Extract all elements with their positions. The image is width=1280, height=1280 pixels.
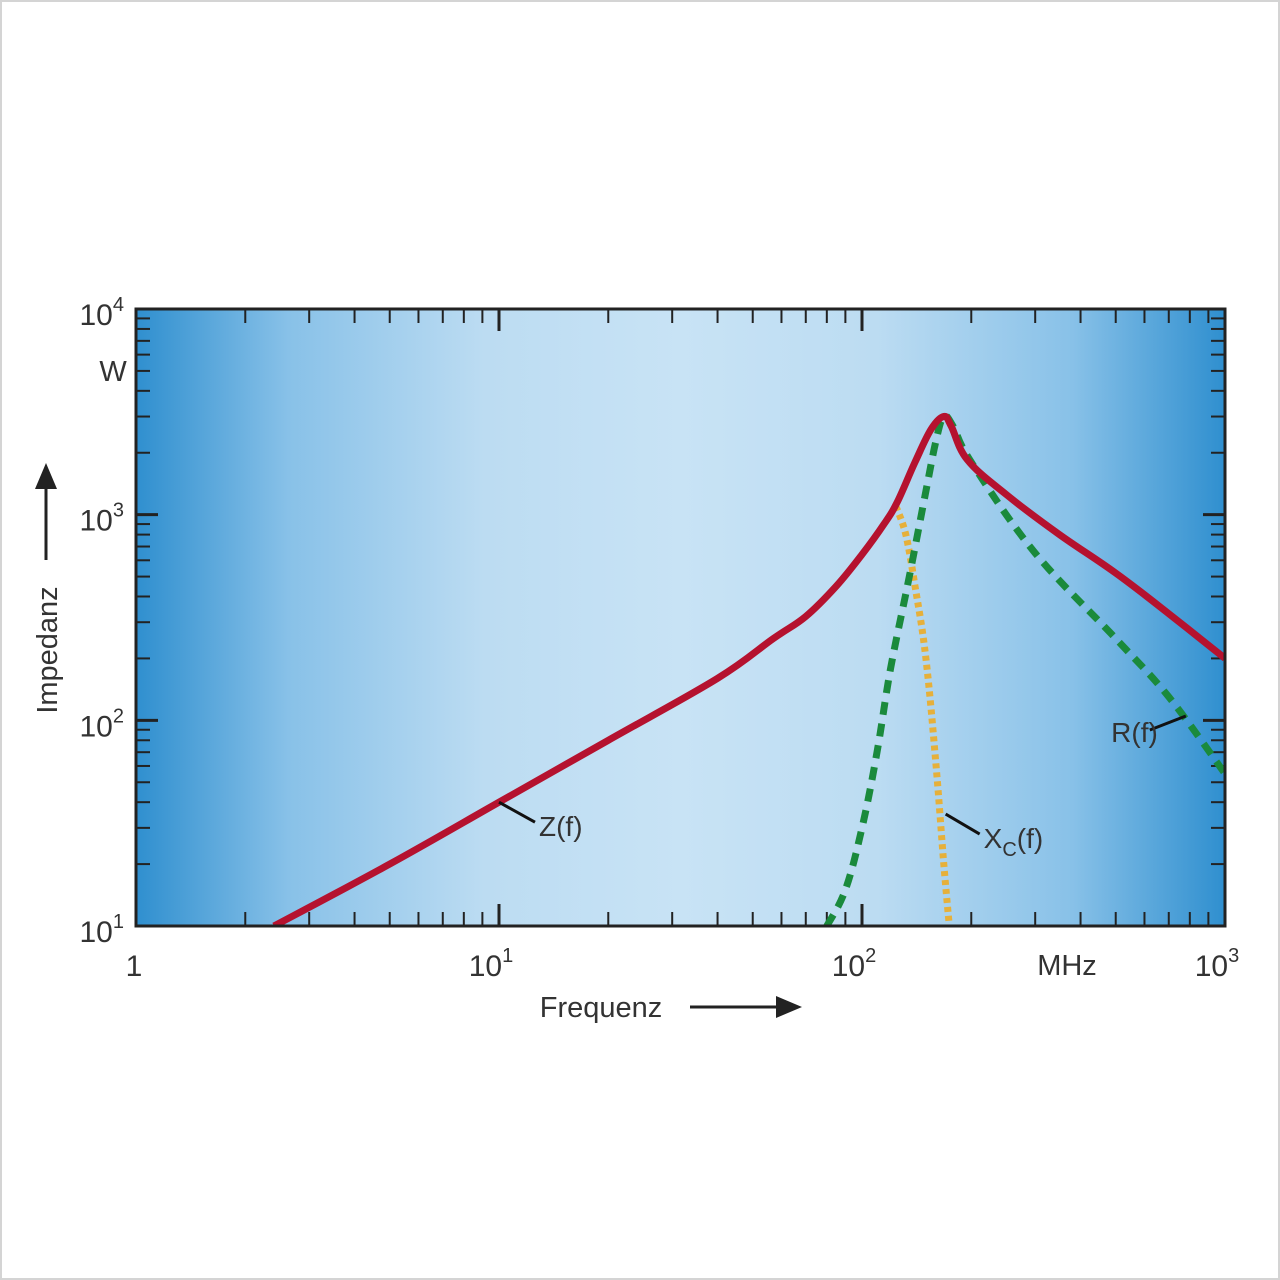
y-tick-label: 103 [80,500,125,538]
series-line-xc-f [892,504,953,926]
x-unit-label: MHz [1037,950,1097,982]
y-tick-label: 102 [80,705,125,743]
plot-border [134,307,1227,928]
y-axis-arrow [35,463,57,560]
series-line-z-f [272,412,1225,926]
series-label: XC(f) [984,823,1044,861]
x-tick-label: 1 [126,950,143,983]
y-tick-labels: 101 102 103 104 [80,294,125,949]
series-label: R(f) [1111,717,1158,748]
series-label-leader [944,812,981,836]
series-label: Z(f) [539,811,583,842]
y-tick-label: 101 [80,911,125,949]
series-layer [272,412,1225,926]
x-tick-labels: 1 101 102 103 [126,945,1240,983]
x-axis-arrow [690,996,802,1018]
x-tick-label: 102 [832,945,877,983]
minor-ticks [134,307,1227,928]
series-line-r-f [823,412,1225,926]
y-unit-label: W [99,356,127,388]
plot-background [136,309,1225,926]
x-axis-title: Frequenz [540,992,663,1024]
y-tick-label: 104 [80,294,125,332]
y-axis-title: Impedanz [32,586,64,713]
annotation-layer: Z(f) R(f) XC(f) [498,714,1187,861]
x-tick-label: 101 [469,945,514,983]
x-tick-label: 103 [1195,945,1240,983]
series-label-leader [498,800,536,824]
series-label-leader [1149,714,1187,732]
